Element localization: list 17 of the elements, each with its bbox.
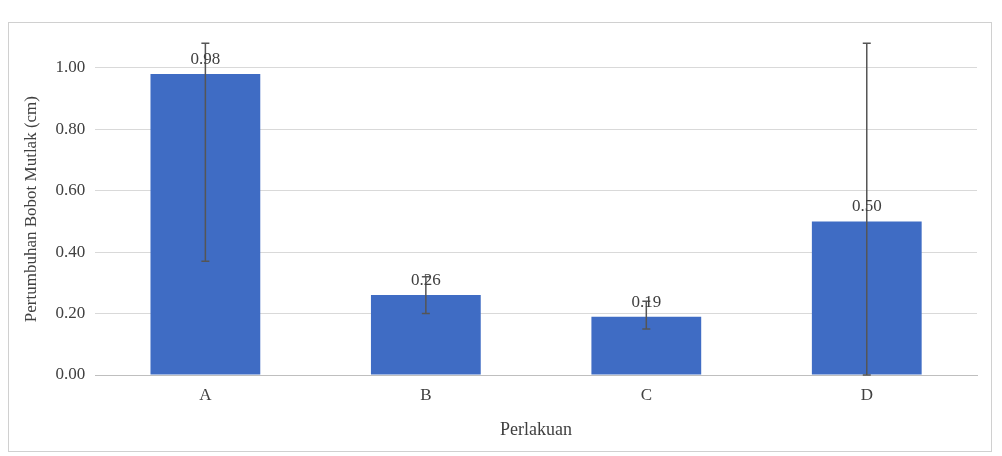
y-tick-label: 1.00 <box>55 57 86 77</box>
bar <box>811 221 922 375</box>
x-tick-label: D <box>860 384 873 404</box>
y-tick-label: 0.20 <box>55 303 86 323</box>
bar <box>150 73 261 375</box>
y-tick-label: 0.40 <box>55 241 86 261</box>
data-label: 0.19 <box>631 291 662 311</box>
y-tick-label: 0.80 <box>55 118 86 138</box>
bar <box>591 316 702 375</box>
x-tick-label: C <box>640 384 652 404</box>
y-tick-label: 0.60 <box>55 180 86 200</box>
x-tick-label: B <box>420 384 432 404</box>
x-axis-title: Perlakuan <box>500 418 573 439</box>
bar <box>370 295 481 375</box>
y-axis-title: Pertumbuhan Bobot Mutlak (cm) <box>20 96 40 323</box>
x-tick-label: A <box>199 384 213 404</box>
y-tick-label: 0.00 <box>55 364 86 384</box>
